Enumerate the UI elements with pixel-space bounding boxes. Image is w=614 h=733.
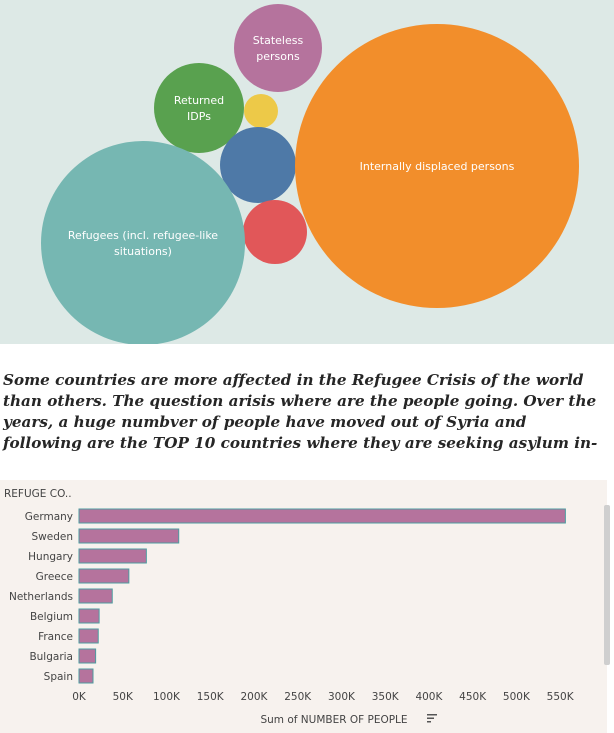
x-tick-label: 300K	[328, 691, 356, 703]
bar[interactable]	[78, 668, 94, 684]
category-label: Spain	[44, 671, 73, 683]
bubble-label: Returned	[174, 94, 224, 107]
x-tick-label: 550K	[547, 691, 575, 703]
category-label: Greece	[36, 571, 73, 583]
x-axis-label: Sum of NUMBER OF PEOPLE	[260, 714, 407, 726]
bar-chart: REFUGE CO.. Germany Sweden Hungary Greece Ne…	[4, 488, 575, 726]
category-label: Bulgaria	[29, 651, 73, 663]
x-tick-label: 500K	[503, 691, 531, 703]
category-label: Sweden	[32, 531, 74, 543]
x-tick-label: 400K	[415, 691, 443, 703]
vertical-scrollbar[interactable]	[604, 505, 610, 665]
bar[interactable]	[78, 608, 100, 624]
x-tick-label: 350K	[372, 691, 400, 703]
x-tick-label: 250K	[284, 691, 312, 703]
bar[interactable]	[78, 568, 130, 584]
x-tick-label: 100K	[153, 691, 181, 703]
bar[interactable]	[78, 648, 97, 664]
bar[interactable]	[78, 588, 113, 604]
bar-chart-panel: REFUGE CO.. Germany Sweden Hungary Greece Ne…	[0, 480, 607, 733]
bubble[interactable]	[244, 94, 278, 128]
intro-text: Some countries are more affected in the …	[3, 371, 598, 452]
category-header: REFUGE CO..	[4, 488, 72, 500]
bar[interactable]	[78, 548, 147, 564]
bubble-chart-panel: Stateless persons Returned IDPs Internally d…	[0, 0, 614, 344]
bubble[interactable]	[295, 24, 579, 308]
bubble-label: Internally displaced persons	[360, 160, 515, 173]
bar[interactable]	[78, 528, 180, 544]
bar[interactable]	[78, 628, 99, 644]
sort-icon[interactable]	[427, 714, 437, 723]
x-tick-label: 200K	[240, 691, 268, 703]
category-label: Hungary	[28, 551, 73, 563]
bubble-label: Refugees (incl. refugee-like	[68, 229, 218, 242]
category-label: Netherlands	[9, 591, 73, 603]
bubble[interactable]	[243, 200, 307, 264]
bubble-label: situations)	[114, 245, 172, 258]
x-tick-label: 150K	[197, 691, 225, 703]
x-tick-label: 50K	[113, 691, 134, 703]
category-label: Belgium	[30, 611, 73, 623]
bar[interactable]	[78, 508, 566, 524]
bubble-label: Stateless	[253, 34, 304, 47]
bubble[interactable]	[234, 4, 322, 92]
bubble-label: persons	[256, 50, 300, 63]
x-tick-label: 0K	[72, 691, 87, 703]
bubble-label: IDPs	[187, 110, 211, 123]
bubble[interactable]	[154, 63, 244, 153]
bubble[interactable]	[41, 141, 245, 344]
bubble[interactable]	[220, 127, 296, 203]
x-tick-label: 450K	[459, 691, 487, 703]
bubble-chart: Stateless persons Returned IDPs Internally d…	[41, 4, 579, 344]
category-label: France	[38, 631, 73, 643]
category-label: Germany	[25, 511, 73, 523]
